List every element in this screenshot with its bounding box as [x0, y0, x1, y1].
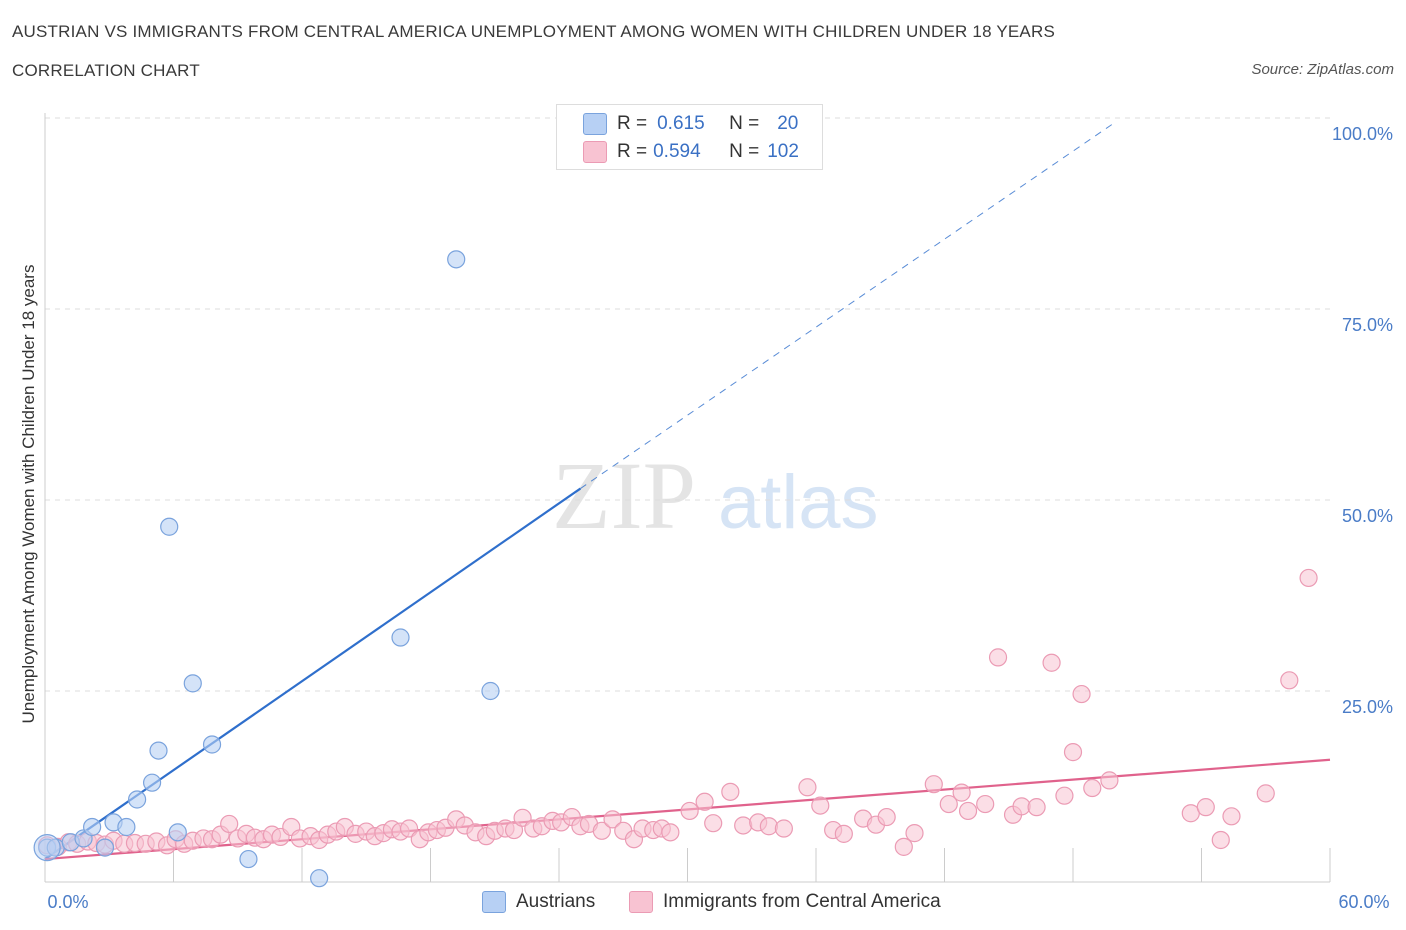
immigrants-point	[1027, 798, 1046, 817]
y-axis-label: Unemployment Among Women with Children U…	[19, 265, 38, 724]
immigrants-point	[1299, 568, 1318, 588]
immigrants-point	[1280, 671, 1299, 690]
gridlines	[45, 117, 1330, 692]
data-points	[33, 250, 1318, 888]
austrians-point	[239, 849, 258, 869]
immigrants-point	[680, 801, 699, 821]
immigrants-point	[661, 823, 680, 842]
immigrants-point	[1256, 784, 1275, 803]
immigrants-point	[1100, 771, 1119, 790]
immigrants-point	[1211, 830, 1230, 850]
austrians-point	[391, 628, 410, 647]
bottom-legend-immigrants: Immigrants from Central America	[629, 889, 941, 915]
tick-labels: 100.0% 75.0% 50.0% 25.0% 0.0% 60.0%	[47, 124, 1393, 912]
austrians-point-large	[33, 834, 61, 862]
immigrants-point	[774, 819, 793, 838]
y-tick-label: 100.0%	[1332, 124, 1393, 144]
austrians-point	[481, 681, 500, 701]
immigrants-point	[1196, 798, 1215, 817]
legend-row-immigrants: R = 0.594 N = 102	[583, 139, 799, 165]
austrians-trendline	[44, 487, 582, 860]
austrians-r-label: R =	[617, 113, 648, 134]
immigrants-r-value: 0.594	[653, 141, 701, 162]
immigrants-n-label: N =	[729, 141, 760, 162]
axes	[44, 113, 1331, 883]
austrians-point	[310, 869, 329, 888]
immigrants-point	[952, 783, 971, 802]
immigrants-n-value: 102	[767, 141, 799, 162]
immigrants-point	[695, 792, 714, 811]
immigrants-point	[592, 821, 611, 840]
watermark: ZIP atlas	[552, 442, 879, 549]
chart-title: AUSTRIAN VS IMMIGRANTS FROM CENTRAL AMER…	[12, 22, 1055, 41]
immigrants-point	[834, 824, 853, 843]
immigrants-point	[798, 778, 817, 797]
austrians-point	[83, 817, 102, 837]
austrians-point	[117, 817, 136, 837]
austrians-n-label: N =	[729, 113, 760, 134]
immigrants-point	[924, 775, 943, 794]
austrians-point	[95, 838, 115, 857]
y-tick-label: 50.0%	[1342, 506, 1393, 526]
bottom-immigrants-label: Immigrants from Central America	[663, 891, 941, 912]
immigrants-point	[759, 817, 778, 836]
immigrants-point	[958, 801, 978, 821]
immigrants-point	[721, 782, 740, 801]
immigrants-point	[905, 824, 924, 843]
immigrants-point	[704, 814, 723, 833]
immigrants-point	[988, 648, 1008, 667]
immigrants-swatch	[583, 141, 607, 163]
watermark-atlas: atlas	[718, 460, 879, 545]
immigrants-point	[1083, 778, 1102, 798]
austrians-point	[127, 790, 147, 809]
immigrants-point	[1042, 653, 1061, 672]
austrians-point	[168, 823, 187, 842]
y-tick-label: 75.0%	[1342, 315, 1393, 335]
austrians-n-value: 20	[777, 113, 799, 134]
immigrants-point	[603, 810, 622, 829]
correlation-legend: R = 0.615 N = 20 R = 0.594 N = 102	[556, 104, 823, 170]
austrians-point	[447, 250, 466, 269]
bottom-legend-austrians: Austrians	[482, 889, 595, 915]
immigrants-point	[513, 808, 532, 827]
immigrants-point	[1072, 684, 1091, 704]
immigrants-point	[811, 796, 830, 815]
immigrants-point	[1055, 786, 1074, 805]
austrians-swatch	[583, 113, 607, 135]
bottom-immigrants-swatch	[629, 891, 653, 913]
immigrants-point	[734, 816, 753, 835]
legend-row-austrians: R = 0.615 N = 20	[583, 111, 798, 137]
immigrants-point	[976, 794, 995, 814]
austrians-point	[160, 517, 179, 536]
austrians-point	[149, 741, 168, 760]
immigrants-point	[1222, 807, 1241, 826]
y-tick-label: 25.0%	[1342, 697, 1393, 717]
immigrants-point	[399, 819, 419, 838]
austrians-point	[202, 735, 222, 754]
bottom-austrians-swatch	[482, 891, 506, 913]
austrians-trendline-extension	[580, 121, 1117, 489]
immigrants-point	[877, 807, 896, 827]
watermark-zip: ZIP	[552, 442, 696, 549]
immigrants-point	[939, 794, 958, 814]
immigrants-point	[220, 814, 239, 834]
x-tick-label: 0.0%	[47, 892, 88, 912]
bottom-austrians-label: Austrians	[516, 891, 596, 912]
austrians-r-value: 0.615	[657, 113, 705, 134]
immigrants-point	[1063, 743, 1083, 762]
austrians-point	[142, 773, 162, 792]
immigrants-point	[894, 837, 913, 856]
chart-source: Source: ZipAtlas.com	[1251, 61, 1394, 78]
chart-subtitle: CORRELATION CHART	[12, 61, 200, 80]
austrians-point	[183, 674, 202, 693]
x-tick-label: 60.0%	[1338, 892, 1389, 912]
immigrants-r-label: R =	[617, 141, 648, 162]
